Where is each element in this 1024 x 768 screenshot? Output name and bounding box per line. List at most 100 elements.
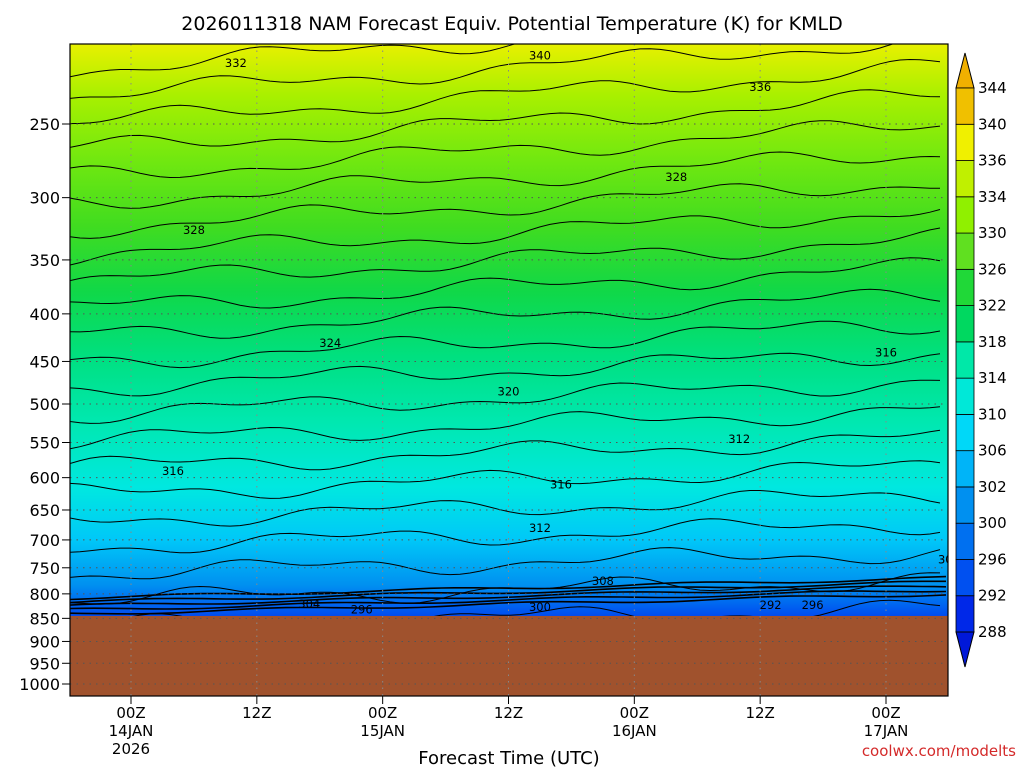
y-tick-label: 1000 [19, 675, 60, 694]
contour-label-text: 304 [298, 597, 320, 611]
x-tick-label: 00Z [620, 704, 649, 722]
contour-line [70, 183, 940, 239]
colorbar-label: 334 [978, 188, 1007, 206]
colorbar-label: 288 [978, 623, 1007, 641]
contour-label: 296 [802, 598, 824, 612]
contour-label: 332 [225, 56, 247, 70]
colorbar-swatch [955, 450, 975, 488]
contour-label-text: 308 [592, 574, 614, 588]
y-tick-label: 400 [29, 305, 60, 324]
x-tick-sublabel: 17JAN [864, 722, 909, 740]
contour-label: 304 [298, 597, 320, 611]
contour-label-text: 324 [1011, 145, 1024, 159]
colorbar-swatch [955, 413, 975, 452]
pressure-axis: 250 300 350 400 450 500 550 600 650 700 750 800 850 9… [19, 115, 70, 694]
contour-line [70, 288, 941, 339]
y-tick-label: 350 [29, 251, 60, 270]
y-tick-label: 900 [29, 632, 60, 651]
y-tick-label: 850 [29, 609, 60, 628]
colorbar-label: 302 [978, 478, 1007, 496]
contour-label-text: 296 [351, 603, 373, 617]
contour-label: 312 [728, 432, 750, 446]
x-tick-sublabel: 15JAN [360, 722, 405, 740]
y-tick-label: 700 [29, 531, 60, 550]
colorbar-swatch [955, 559, 975, 597]
y-tick-label: 450 [29, 352, 60, 371]
contour-label-text: 316 [550, 477, 572, 491]
contour-label: 304 [938, 553, 948, 567]
colorbar-label: 326 [978, 260, 1007, 278]
colorbar-label: 296 [978, 550, 1007, 568]
colorbar-label: 322 [978, 297, 1007, 315]
plot-area: 3403363323283283243203243203203163163163… [70, 44, 1024, 696]
contour-line [70, 379, 941, 424]
contour-line [70, 120, 941, 179]
contour-line [70, 518, 941, 554]
contour-label: 324 [1011, 145, 1024, 159]
contour-label: 316 [875, 345, 897, 359]
x-tick-label: 12Z [745, 704, 774, 722]
colorbar-swatch [955, 522, 975, 560]
contour-line [70, 429, 941, 471]
contour-line [70, 594, 947, 615]
colorbar-label: 300 [978, 514, 1007, 532]
contour-label-text: 328 [665, 170, 687, 184]
contour-label: 292 [760, 598, 782, 612]
contour-label: 316 [162, 464, 184, 478]
contour-line [70, 44, 517, 78]
contour-label-text: 336 [749, 80, 771, 94]
contour-label-text: 316 [162, 464, 184, 478]
gridlines [70, 44, 948, 696]
colorbar-label: 340 [978, 115, 1007, 133]
colorbar-swatch [955, 377, 975, 415]
credit-text: coolwx.com/modelts [862, 742, 1016, 760]
contour-label-text: 316 [875, 345, 897, 359]
contour-label-text: 324 [319, 336, 341, 350]
contour-line [70, 227, 941, 282]
y-tick-label: 300 [29, 189, 60, 208]
colorbar-swatch [955, 595, 975, 633]
colorbar-bottom-arrow [955, 631, 975, 668]
colorbar-top-arrow [955, 52, 975, 89]
contour-label: 336 [749, 80, 771, 94]
contour-line [70, 352, 941, 397]
x-tick-sublabel: 16JAN [612, 722, 657, 740]
contour-label: 296 [351, 603, 373, 617]
contour-line [70, 320, 941, 369]
colorbar-swatch [955, 305, 975, 343]
x-tick-label: 12Z [242, 704, 271, 722]
colorbar-label: 292 [978, 587, 1007, 605]
contour-label: 300 [529, 600, 551, 614]
contour-labels: 3403363323283283243203243203203163163163… [162, 48, 1024, 617]
contour-label-text: 292 [760, 598, 782, 612]
contour-label-text: 332 [225, 56, 247, 70]
contour-line [70, 406, 941, 450]
y-tick-label: 750 [29, 559, 60, 578]
colorbar-swatch [955, 196, 975, 234]
contour-label-text: 328 [183, 223, 205, 237]
x-tick-sublabel: 2026 [112, 740, 150, 758]
colorbar-swatch [955, 87, 975, 125]
colorbar-label: 306 [978, 442, 1007, 460]
contour-label-text: 312 [529, 521, 551, 535]
contour-label-text: 320 [498, 385, 520, 399]
contour-label-text: 340 [529, 48, 551, 62]
contour-line [70, 547, 941, 580]
colorbar-swatch [955, 486, 975, 524]
colorbar-label: 330 [978, 224, 1007, 242]
contour-line [70, 89, 941, 148]
contour-label-text: 312 [728, 432, 750, 446]
colorbar-label: 314 [978, 369, 1007, 387]
colorbar-label: 336 [978, 152, 1007, 170]
x-tick-label: 00Z [116, 704, 145, 722]
contour-line [70, 209, 941, 266]
colorbar-swatch [955, 160, 975, 198]
contour-label-text: 296 [802, 598, 824, 612]
contour-label: 324 [319, 336, 341, 350]
y-tick-label: 650 [29, 501, 60, 520]
x-tick-label: 00Z [871, 704, 900, 722]
x-axis-label: Forecast Time (UTC) [418, 748, 599, 768]
contour-line [70, 58, 941, 125]
contour-label: 328 [183, 223, 205, 237]
